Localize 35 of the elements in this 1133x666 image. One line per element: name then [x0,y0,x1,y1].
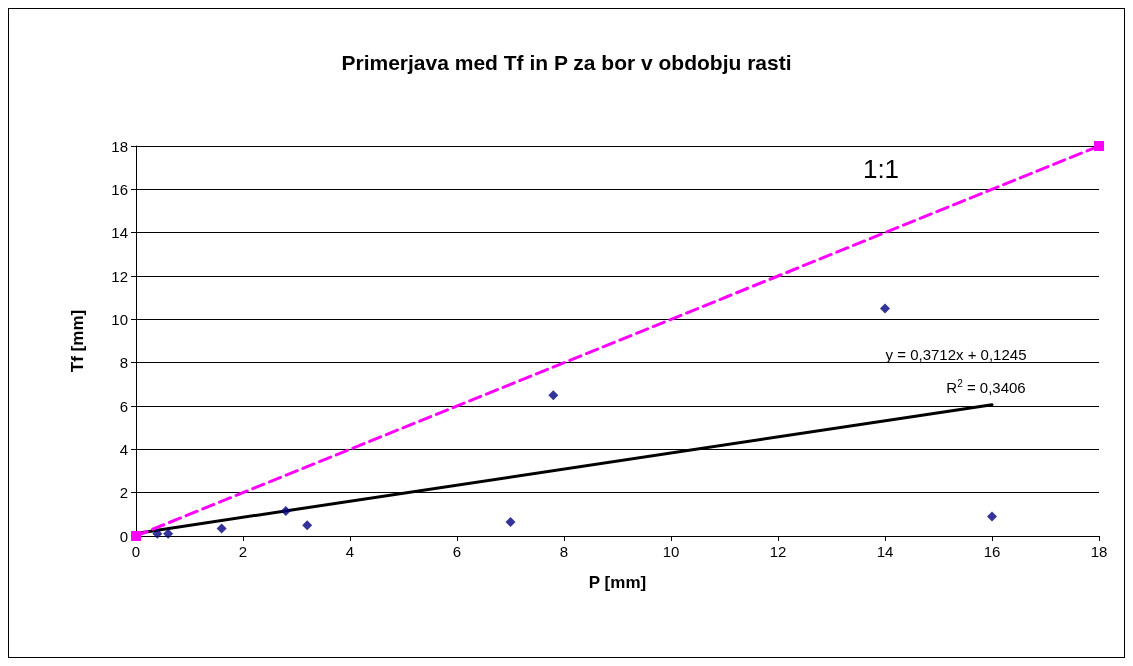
point [548,390,559,401]
point [505,516,516,527]
y-tick-label: 8 [119,354,128,372]
point [131,531,141,541]
y-tick-label: 16 [111,180,128,198]
x-tick-label: 18 [1090,543,1108,560]
y-tick-label: 6 [119,397,128,415]
y-tick-label: 10 [111,310,128,328]
point [152,528,163,539]
y-tick-label: 14 [111,224,128,242]
point [880,303,890,314]
x-tick-label: 12 [769,543,787,560]
x-tick-label: 10 [662,543,680,560]
y-tick-label: 2 [119,484,128,502]
y-tick-label: 18 [111,137,128,155]
x-tick-label: 8 [559,543,569,560]
x-tick-label: 2 [238,543,248,560]
x-tick-label: 16 [983,543,1001,560]
x-tick-label: 6 [452,543,462,560]
y-axis-title: Tf [mm] [68,309,87,373]
point [1094,141,1104,151]
y-tick-label: 4 [119,440,128,458]
chart-title: Primerjava med Tf in P za bor v obdobju rasti [341,51,792,74]
x-tick-label: 4 [345,543,355,560]
point [987,511,997,522]
point [163,528,174,539]
x-axis-title: P [mm] [588,573,647,592]
x-tick-label: 0 [131,543,141,560]
point [280,506,291,517]
x-tick-label: 14 [876,543,894,560]
point [216,523,227,534]
y-tick-label: 0 [119,527,128,545]
point [302,520,313,531]
y-tick-label: 12 [111,267,128,285]
annotation: 1:1 [862,154,900,184]
